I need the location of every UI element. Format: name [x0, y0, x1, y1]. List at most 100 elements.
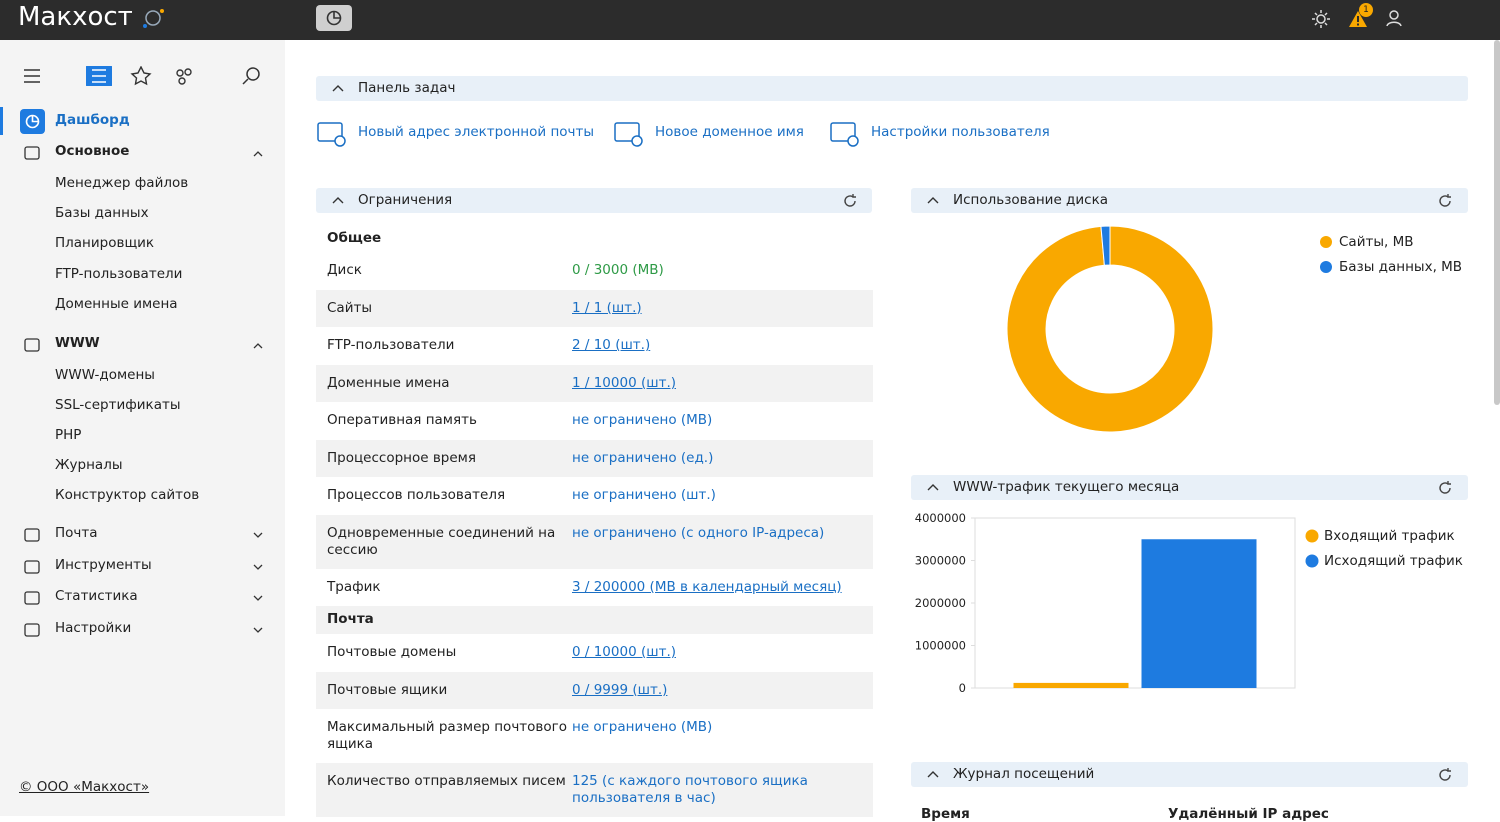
nav-item[interactable]: Планировщик: [55, 235, 155, 252]
nav-section[interactable]: Настройки: [55, 619, 132, 636]
user-icon[interactable]: [1384, 8, 1404, 28]
task-link[interactable]: Новый адрес электронной почты: [358, 124, 595, 140]
limit-row: Процессорное время не ограничено (ед.): [316, 439, 873, 477]
visits-col[interactable]: Время: [921, 806, 970, 822]
limit-label: Процессорное время: [327, 449, 476, 466]
traffic-header[interactable]: WWW-трафик текущего месяца: [911, 475, 1468, 500]
nav-icon: [24, 559, 40, 574]
group-title: Общее: [327, 230, 382, 246]
nav-section[interactable]: Статистика: [55, 588, 138, 604]
nav-section[interactable]: Почта: [55, 525, 98, 541]
chevron: [253, 532, 263, 538]
limit-label: Оперативная память: [327, 412, 477, 428]
alert-icon[interactable]: [1347, 8, 1369, 28]
chevron-path: [253, 595, 263, 601]
active-marker: [0, 107, 3, 135]
task-icon: [614, 122, 643, 147]
tasks-header[interactable]: Панель задач: [316, 76, 1468, 101]
disk-chart: Сайты, MB Базы данных, MB: [1006, 225, 1462, 433]
limits-header[interactable]: Ограничения: [316, 188, 872, 213]
limit-link[interactable]: 0 / 9999 (шт.): [572, 681, 668, 698]
legend-swatch: [1305, 554, 1319, 568]
dashboard-button[interactable]: [316, 5, 352, 31]
nav-section[interactable]: Основное: [55, 143, 130, 159]
nav-item[interactable]: SSL-сертификаты: [55, 396, 181, 413]
limit-label: Почтовые ящики: [327, 681, 448, 698]
limit-label: Количество отправляемых писем: [327, 773, 566, 789]
limit-link[interactable]: 1 / 10000 (шт.): [572, 374, 676, 391]
limit-label: Диск: [327, 262, 362, 278]
footer-link[interactable]: © ООО «Макхост»: [19, 779, 150, 795]
limit-link[interactable]: 3 / 200000 (MB в календарный месяц): [572, 578, 842, 595]
chevron-path: [253, 342, 263, 348]
nav-item[interactable]: WWW-домены: [55, 366, 155, 383]
task-link[interactable]: Настройки пользователя: [871, 124, 1050, 140]
disk-header[interactable]: Использование диска: [911, 188, 1468, 213]
limit-row: Оперативная память не ограничено (MB): [316, 402, 873, 440]
limit-row: Диск 0 / 3000 (MB): [316, 252, 873, 290]
chevron: [253, 151, 263, 157]
sidebar: Дашборд © ООО «Макхост» Основное Менеджер…: [0, 40, 285, 816]
theme-toggle[interactable]: [1311, 9, 1331, 29]
nav-section[interactable]: Инструменты: [55, 556, 152, 573]
pie-slice: [1100, 225, 1111, 266]
legend-swatch: [1320, 236, 1332, 248]
limit-label: Доменные имена: [327, 374, 450, 391]
limit-row: Доменные имена 1 / 10000 (шт.): [316, 364, 873, 402]
y-tick-label: 1000000: [915, 639, 966, 653]
top-bar: Макхост 1: [0, 0, 1500, 40]
y-tick-label: 2000000: [915, 596, 966, 610]
scrollbar[interactable]: [1494, 40, 1500, 405]
task-icon-shape: [334, 135, 346, 147]
limit-value: не ограничено (шт.): [572, 487, 716, 503]
chevron-path: [253, 151, 263, 157]
y-tick-label: 4000000: [915, 511, 966, 525]
pie-slice: [1006, 225, 1214, 433]
nav-icon-shape: [24, 559, 40, 574]
limit-link[interactable]: 0 / 10000 (шт.): [572, 644, 676, 660]
nav-icon-shape: [24, 528, 40, 542]
task-icon-shape: [317, 122, 343, 142]
limit-row: Количество отправляемых писем 125 (с кажд…: [316, 763, 873, 817]
task-icon: [317, 122, 346, 147]
nav-item[interactable]: Базы данных: [55, 205, 149, 222]
nav-item[interactable]: Конструктор сайтов: [55, 487, 200, 504]
limits-title: Ограничения: [358, 192, 453, 208]
nav-icon-shape: [24, 146, 40, 160]
chevron-path: [253, 564, 263, 570]
logo[interactable]: Макхост: [18, 2, 133, 32]
nav-item[interactable]: Менеджер файлов: [55, 175, 189, 191]
nav-active[interactable]: Дашборд: [55, 112, 130, 128]
chevron: [253, 595, 263, 601]
limit-label: Трафик: [327, 578, 381, 595]
task-icon-shape: [830, 122, 856, 142]
nav-section[interactable]: WWW: [55, 334, 100, 351]
alert-badge: 1: [1359, 3, 1373, 17]
visits-col[interactable]: Удалённый IP адрес: [1168, 806, 1329, 822]
chevron-path: [253, 532, 263, 538]
nav-icon-shape: [24, 622, 40, 637]
legend-swatch: [1320, 261, 1332, 273]
limit-label: FTP-пользователи: [327, 337, 455, 353]
task-icon: [830, 122, 859, 147]
task-link[interactable]: Новое доменное имя: [655, 124, 804, 140]
limit-label: Максимальный размер почтового ящика: [327, 719, 567, 752]
visits-title: Журнал посещений: [953, 766, 1095, 782]
nav-item[interactable]: Журналы: [55, 457, 123, 474]
y-tick-label: 3000000: [915, 554, 966, 568]
limit-label: Одновременные соединений на сессию: [327, 524, 556, 558]
limit-row: Максимальный размер почтового ящика не ог…: [316, 709, 873, 763]
chevron: [253, 564, 263, 570]
limit-link[interactable]: 2 / 10 (шт.): [572, 337, 651, 353]
nav-item[interactable]: PHP: [55, 426, 82, 443]
nav-icon-shape: [24, 591, 40, 605]
limit-link[interactable]: 1 / 1 (шт.): [572, 299, 642, 316]
nav-item[interactable]: Доменные имена: [55, 295, 178, 312]
limit-value: не ограничено (MB): [572, 719, 713, 735]
nav-icon: [24, 622, 40, 637]
nav-icon: [24, 337, 40, 352]
nav-item[interactable]: FTP-пользователи: [55, 265, 183, 282]
chevron: [253, 627, 263, 633]
visits-header[interactable]: Журнал посещений: [911, 762, 1468, 787]
